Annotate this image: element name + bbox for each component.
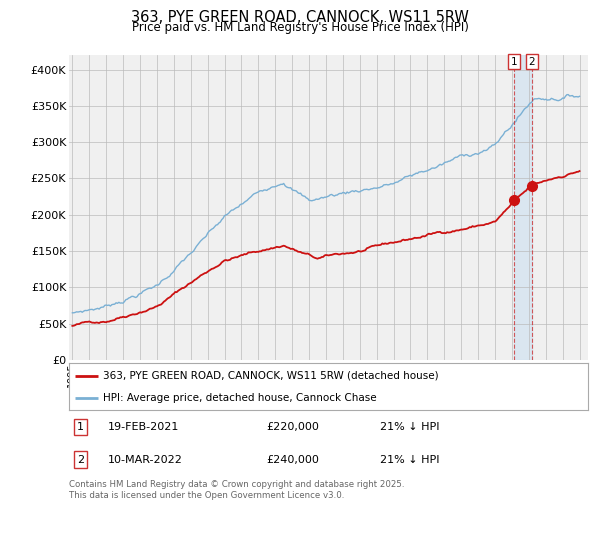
Text: 10-MAR-2022: 10-MAR-2022 [108,455,183,465]
Text: 21% ↓ HPI: 21% ↓ HPI [380,455,440,465]
Text: 1: 1 [511,57,517,67]
Text: £240,000: £240,000 [266,455,319,465]
Text: 1: 1 [77,422,84,432]
Text: 363, PYE GREEN ROAD, CANNOCK, WS11 5RW (detached house): 363, PYE GREEN ROAD, CANNOCK, WS11 5RW (… [103,371,439,381]
Text: 2: 2 [529,57,535,67]
Bar [514,55,532,360]
Text: 21% ↓ HPI: 21% ↓ HPI [380,422,440,432]
Text: Price paid vs. HM Land Registry's House Price Index (HPI): Price paid vs. HM Land Registry's House … [131,21,469,34]
Text: 19-FEB-2021: 19-FEB-2021 [108,422,179,432]
Text: HPI: Average price, detached house, Cannock Chase: HPI: Average price, detached house, Cann… [103,393,376,403]
Text: £220,000: £220,000 [266,422,319,432]
Text: 363, PYE GREEN ROAD, CANNOCK, WS11 5RW: 363, PYE GREEN ROAD, CANNOCK, WS11 5RW [131,10,469,25]
Text: Contains HM Land Registry data © Crown copyright and database right 2025.
This d: Contains HM Land Registry data © Crown c… [69,480,404,500]
Text: 2: 2 [77,455,84,465]
